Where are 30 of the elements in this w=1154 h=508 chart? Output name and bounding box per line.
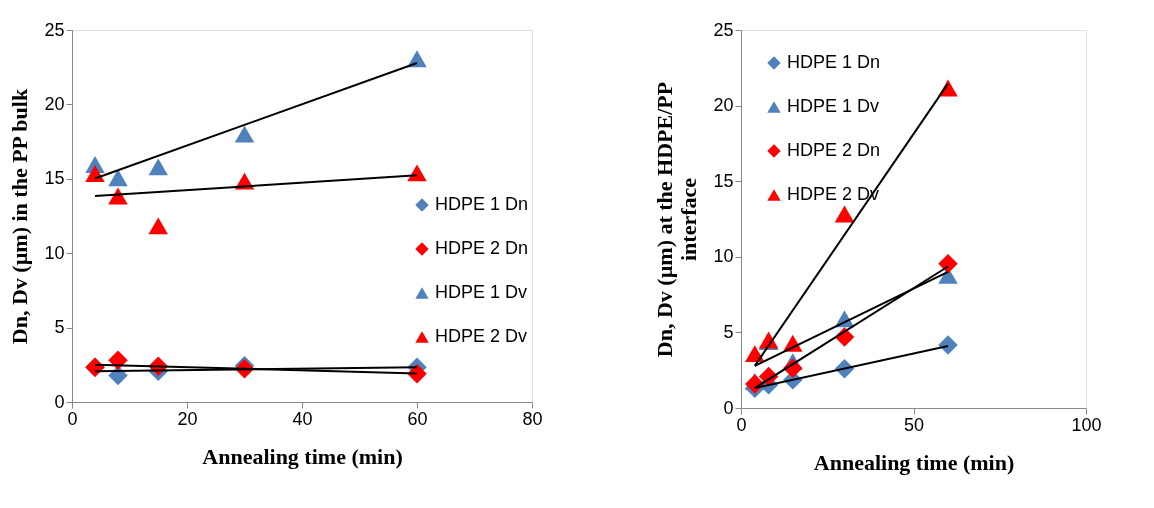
x-tick-label: 100 xyxy=(1071,414,1102,435)
x-tick-label: 0 xyxy=(67,408,78,429)
legend-label: HDPE 1 Dv xyxy=(435,281,528,302)
y-tick-label: 20 xyxy=(713,95,734,116)
y-tick-label: 15 xyxy=(44,168,65,189)
y-tick-label: 15 xyxy=(713,170,734,191)
y-axis-title: Dn, Dv (µm) in the PP bulk xyxy=(7,88,33,345)
legend-label: HDPE 2 Dn xyxy=(435,237,529,258)
legend-label: HDPE 2 Dn xyxy=(787,140,881,160)
y-tick-label: 5 xyxy=(54,317,65,338)
x-tick-label: 60 xyxy=(407,408,428,429)
x-tick-label: 40 xyxy=(292,408,313,429)
x-tick-label: 80 xyxy=(522,408,543,429)
x-tick-label: 50 xyxy=(903,414,925,435)
legend-label: HDPE 1 Dv xyxy=(787,96,880,116)
x-axis-title: Annealing time (min) xyxy=(813,449,1015,475)
y-tick-label: 0 xyxy=(54,391,65,412)
x-tick-label: 20 xyxy=(177,408,198,429)
legend-label: HDPE 2 Dv xyxy=(435,325,528,346)
y-tick-label: 10 xyxy=(44,242,65,263)
x-tick-label: 0 xyxy=(736,414,747,435)
y-tick-label: 25 xyxy=(44,19,65,40)
y-tick-label: 5 xyxy=(723,321,734,342)
y-tick-label: 20 xyxy=(44,93,65,114)
y-tick-label: 25 xyxy=(713,19,734,40)
y-tick-label: 10 xyxy=(713,246,734,267)
legend-label: HDPE 1 Dn xyxy=(435,193,529,214)
legend-label: HDPE 1 Dn xyxy=(787,52,881,72)
y-axis-title: Dn, Dv (µm) at the HDPE/PP interface xyxy=(652,81,702,358)
x-axis-title: Annealing time (min) xyxy=(202,443,403,469)
